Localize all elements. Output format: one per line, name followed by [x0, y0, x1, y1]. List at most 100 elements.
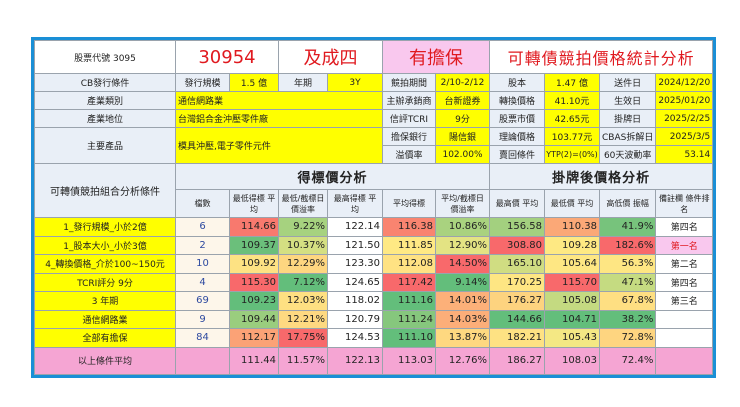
average-rank-cell: [655, 346, 714, 375]
cbas-date-label: CBAS拆解日: [598, 127, 657, 146]
value-cell: 10.86%: [435, 217, 490, 237]
condition-label: 通信網路業: [34, 309, 176, 329]
value-cell: 124.53: [327, 328, 383, 348]
value-cell: 105.64: [544, 254, 600, 274]
condition-label: TCRI評分 9分: [34, 272, 176, 292]
value-cell: 14.50%: [435, 254, 490, 274]
value-cell: 56.3%: [598, 254, 657, 274]
value-cell: 12.21%: [278, 309, 328, 329]
average-value-cell: 111.44: [229, 346, 279, 375]
rank-cell: 第二名: [655, 254, 714, 274]
table-row: TCRI評分 9分 4 115.30 7.12% 124.65 117.42 9.14% 17…: [34, 272, 714, 292]
submit-date-value: 2024/12/20: [655, 73, 714, 92]
value-cell: 10.37%: [278, 235, 328, 255]
submit-date-label: 送件日: [598, 73, 657, 92]
underwriter-label: 主辦承銷商: [382, 91, 436, 110]
effective-date-label: 生效日: [598, 91, 657, 110]
value-cell: 109.37: [229, 235, 279, 255]
count-cell: 4: [175, 272, 230, 292]
average-label: 以上條件平均: [34, 346, 176, 375]
value-cell: 111.24: [382, 309, 436, 329]
auction-period-label: 競拍期間: [382, 73, 436, 92]
value-cell: 109.28: [544, 235, 600, 255]
stock-code-label: 股票代號 3095: [34, 40, 176, 74]
theory-price-value: 103.77元: [544, 127, 600, 146]
average-value-cell: 72.4%: [598, 346, 657, 375]
column-header: 平均得標: [382, 189, 436, 218]
rank-cell: 第一名: [655, 235, 714, 255]
putback-value: YTP(2)=(0%): [544, 145, 600, 164]
value-cell: 176.27: [489, 291, 545, 311]
theory-price-label: 理論價格: [489, 127, 545, 146]
average-count-cell: [175, 346, 230, 375]
issue-size-label: 發行規模: [175, 73, 230, 92]
value-cell: 14.03%: [435, 309, 490, 329]
value-cell: 182.21: [489, 328, 545, 348]
value-cell: 109.92: [229, 254, 279, 274]
underwriter-value: 台新證券: [435, 91, 490, 110]
bid-section-header: 得標價分析: [175, 163, 490, 190]
market-price-value: 42.65元: [544, 109, 600, 128]
value-cell: 38.2%: [598, 309, 657, 329]
column-header: 最高價 平均: [489, 189, 545, 218]
effective-date-value: 2025/01/20: [655, 91, 714, 110]
value-cell: 112.08: [382, 254, 436, 274]
industry-label: 產業類別: [34, 91, 176, 110]
value-cell: 9.14%: [435, 272, 490, 292]
value-cell: 117.42: [382, 272, 436, 292]
column-header: 最低得標 平均: [229, 189, 279, 218]
value-cell: 67.8%: [598, 291, 657, 311]
value-cell: 12.03%: [278, 291, 328, 311]
value-cell: 111.85: [382, 235, 436, 255]
value-cell: 165.10: [489, 254, 545, 274]
value-cell: 121.50: [327, 235, 383, 255]
tcri-label: 信評TCRI: [382, 109, 436, 128]
table-row: 1_發行規模_小於2億 6 114.66 9.22% 122.14 116.38 10.86…: [34, 217, 714, 237]
cbas-date-value: 2025/3/5: [655, 127, 714, 146]
guarantee-badge: 有擔保: [382, 40, 490, 74]
value-cell: 182.6%: [598, 235, 657, 255]
vol60-label: 60天波動率: [598, 145, 657, 164]
count-cell: 10: [175, 254, 230, 274]
table-row: 全部有擔保 84 112.17 17.75% 124.53 111.10 13.87% 182…: [34, 328, 714, 348]
conv-price-label: 轉換價格: [489, 91, 545, 110]
value-cell: 118.02: [327, 291, 383, 311]
value-cell: 14.01%: [435, 291, 490, 311]
value-cell: 123.30: [327, 254, 383, 274]
value-cell: 122.14: [327, 217, 383, 237]
column-header: 平均/截標日 價溢率: [435, 189, 490, 218]
table-row: 通信網路業 9 109.44 12.21% 120.79 111.24 14.03% 144.…: [34, 309, 714, 329]
count-cell: 9: [175, 309, 230, 329]
value-cell: 124.65: [327, 272, 383, 292]
condition-header: 可轉債競拍組合分析條件: [34, 163, 176, 218]
value-cell: 111.16: [382, 291, 436, 311]
value-cell: 144.66: [489, 309, 545, 329]
cb-auction-table: 股票代號 3095 30954 及成四 有擔保 可轉債競拍價格統計分析 CB發行…: [31, 37, 717, 378]
count-cell: 69: [175, 291, 230, 311]
value-cell: 115.70: [544, 272, 600, 292]
value-cell: 17.75%: [278, 328, 328, 348]
value-cell: 105.08: [544, 291, 600, 311]
auction-period-value: 2/10-2/12: [435, 73, 490, 92]
value-cell: 72.8%: [598, 328, 657, 348]
average-row: 以上條件平均 111.44 11.57% 122.13 113.03 12.76% 186.…: [34, 346, 714, 375]
column-header: 最低價 平均: [544, 189, 600, 218]
products-label: 主要產品: [34, 127, 176, 164]
column-header: 檔數: [175, 189, 230, 218]
post-section-header: 掛牌後價格分析: [488, 163, 714, 190]
condition-label: 1_發行規模_小於2億: [34, 217, 176, 237]
term-value: 3Y: [327, 73, 383, 92]
value-cell: 120.79: [327, 309, 383, 329]
table-row: 1_股本大小_小於3億 2 109.37 10.37% 121.50 111.85 12.9…: [34, 235, 714, 255]
average-value-cell: 122.13: [327, 346, 383, 375]
value-cell: 114.66: [229, 217, 279, 237]
rank-cell: 第四名: [655, 217, 714, 237]
cb-name: 及成四: [278, 40, 383, 74]
rank-cell: [655, 309, 714, 329]
position-label: 產業地位: [34, 109, 176, 128]
average-value-cell: 12.76%: [435, 346, 490, 375]
column-header: 最低/截標日 價溢率: [278, 189, 328, 218]
value-cell: 308.80: [489, 235, 545, 255]
rank-cell: 第四名: [655, 272, 714, 292]
value-cell: 12.90%: [435, 235, 490, 255]
